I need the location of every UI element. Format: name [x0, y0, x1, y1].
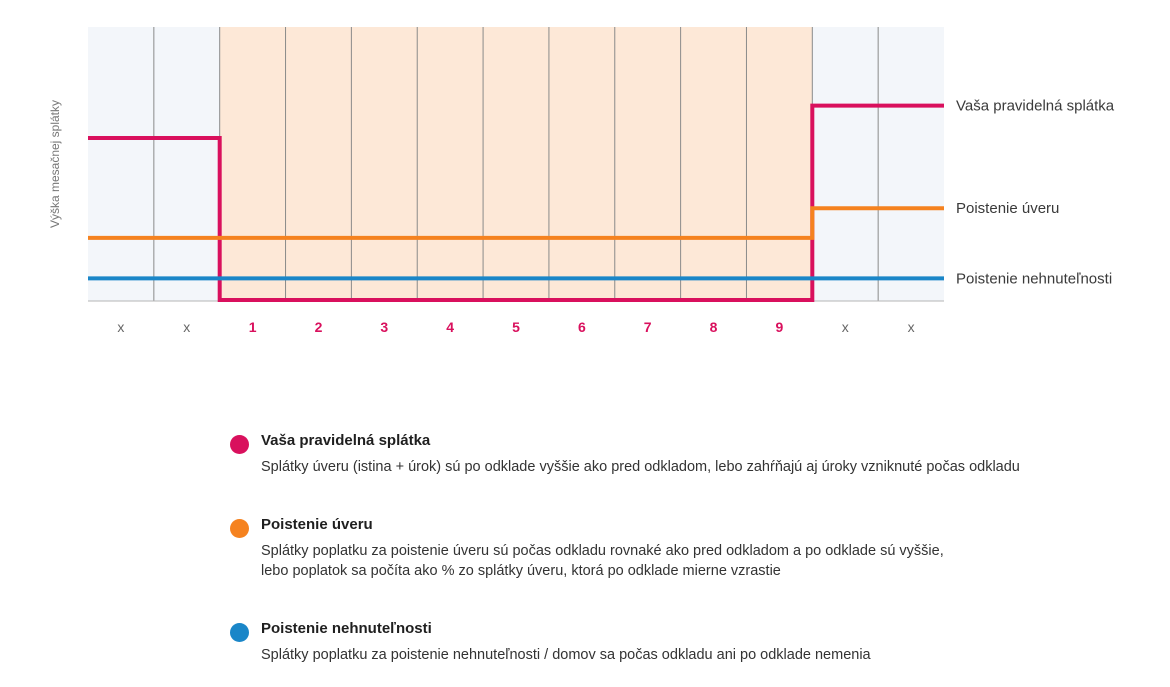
chart-series	[88, 103, 944, 302]
deferral-period-band	[219, 27, 813, 301]
series-line-regular	[88, 103, 944, 302]
x-axis-ticks: x x 1 2 3 4 5 6 7 8 9 x x	[117, 319, 914, 335]
legend-item-property-insurance: Poistenie nehnuteľnosti Splátky poplatku…	[230, 618, 1130, 665]
y-axis-title: Výška mesačnej splátky	[48, 100, 62, 228]
x-tick-label: 3	[380, 319, 388, 335]
series-labels: Vaša pravidelná splátka Poistenie úveru Po…	[956, 98, 1115, 288]
x-tick-label: x	[908, 319, 915, 335]
x-tick-label: 8	[710, 319, 718, 335]
legend-item-loan-insurance: Poistenie úveru Splátky poplatku za pois…	[230, 514, 1130, 581]
chart-background	[88, 27, 944, 301]
x-tick-label: 1	[249, 319, 257, 335]
x-tick-label: 2	[315, 319, 323, 335]
legend-dot-property-insurance	[230, 623, 249, 642]
legend-description: Splátky úveru (istina + úrok) sú po odkl…	[261, 459, 1020, 475]
series-label-property_ins: Poistenie nehnuteľnosti	[956, 270, 1112, 287]
legend-title: Poistenie úveru	[261, 516, 373, 533]
legend-description: Splátky poplatku za poistenie úveru sú p…	[261, 543, 944, 579]
x-tick-label: 4	[446, 319, 454, 335]
series-label-regular: Vaša pravidelná splátka	[956, 98, 1115, 115]
x-tick-label: 7	[644, 319, 652, 335]
legend-title: Poistenie nehnuteľnosti	[261, 620, 432, 637]
legend-title: Vaša pravidelná splátka	[261, 432, 431, 449]
payment-chart: x x 1 2 3 4 5 6 7 8 9 x x Vaša pravidelná splátka Poi…	[48, 27, 1115, 335]
legend-description: Splátky poplatku za poistenie nehnuteľno…	[261, 647, 871, 663]
legend: Vaša pravidelná splátka Splátky úveru (i…	[230, 430, 1130, 665]
legend-dot-regular-payment	[230, 435, 249, 454]
legend-dot-loan-insurance	[230, 519, 249, 538]
x-tick-label: x	[183, 319, 190, 335]
x-tick-label: 5	[512, 319, 520, 335]
x-tick-label: x	[842, 319, 849, 335]
x-tick-label: x	[117, 319, 124, 335]
series-line-loan_ins	[88, 206, 944, 240]
x-tick-label: 9	[775, 319, 783, 335]
x-tick-label: 6	[578, 319, 586, 335]
legend-item-regular-payment: Vaša pravidelná splátka Splátky úveru (i…	[230, 430, 1130, 477]
series-label-loan_ins: Poistenie úveru	[956, 200, 1059, 217]
